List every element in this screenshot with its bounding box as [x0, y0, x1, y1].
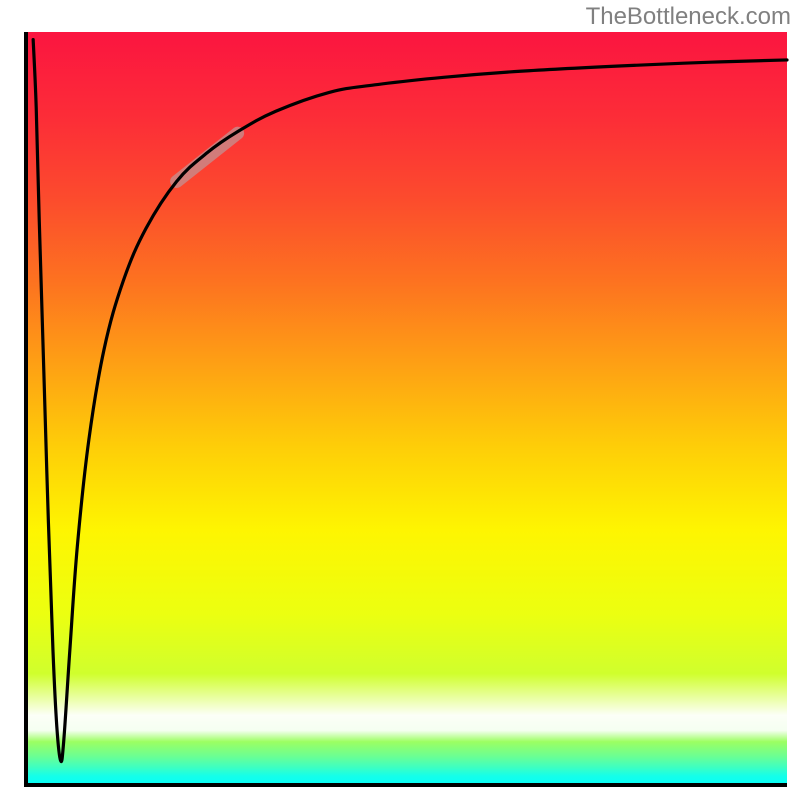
highlight-segment [177, 133, 238, 181]
x-axis [24, 783, 787, 787]
curve-layer [24, 32, 787, 787]
y-axis [24, 32, 28, 787]
attribution-text: TheBottleneck.com [586, 3, 791, 31]
chart-canvas: TheBottleneck.com [0, 0, 800, 800]
bottleneck-curve [33, 40, 787, 762]
plot-area [24, 32, 787, 787]
